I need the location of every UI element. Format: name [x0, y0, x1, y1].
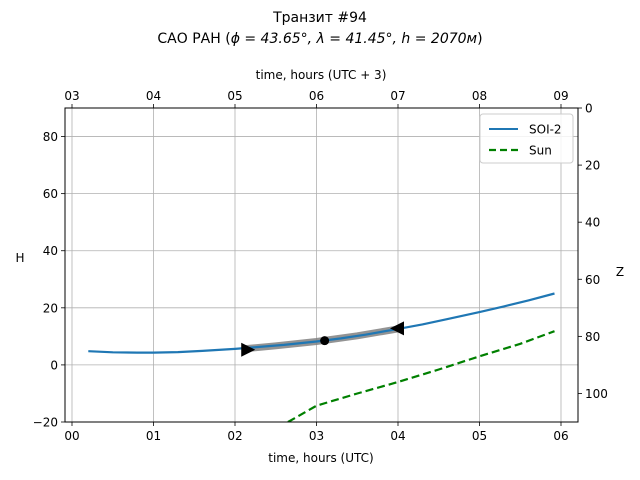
y-tick-label: 40 [43, 244, 58, 258]
x-tick-label: 00 [64, 429, 79, 443]
y-tick-label: 0 [50, 358, 58, 372]
x-axis-top-label: time, hours (UTC + 3) [256, 68, 387, 82]
x-top-tick-label: 05 [227, 89, 242, 103]
y-tick-label: 80 [43, 130, 58, 144]
x-tick-label: 06 [553, 429, 568, 443]
x-top-tick-label: 08 [472, 89, 487, 103]
z-axis-label: Z [616, 265, 624, 279]
x-tick-label: 01 [146, 429, 161, 443]
x-axis-label: time, hours (UTC) [268, 451, 373, 465]
subtitle-coordinates: ϕ = 43.65°, λ = 41.45°, h = 2070м [231, 31, 478, 47]
series-line-soi-2 [88, 292, 555, 354]
marker-transit-mid [320, 336, 330, 346]
legend-label-sun: Sun [529, 144, 552, 158]
z-tick-label: 20 [585, 159, 600, 173]
x-top-tick-label: 04 [146, 89, 161, 103]
marker-transit-start [241, 342, 256, 357]
plot-series-group [88, 292, 555, 422]
chart-subtitle: САО РАН (ϕ = 43.65°, λ = 41.45°, h = 207… [157, 31, 482, 47]
marker-transit-end [390, 321, 404, 336]
series-line-sun [287, 330, 555, 422]
subtitle-suffix: ) [477, 31, 482, 47]
x-top-tick-label: 09 [553, 89, 568, 103]
y-tick-label: −20 [33, 416, 58, 430]
z-tick-label: 40 [585, 216, 600, 230]
z-tick-label: 100 [585, 387, 608, 401]
y-tick-label: 60 [43, 187, 58, 201]
x-tick-label: 04 [390, 429, 405, 443]
axes-frame [64, 107, 579, 423]
subtitle-prefix: САО РАН ( [157, 31, 230, 47]
z-tick-label: 80 [585, 330, 600, 344]
x-top-tick-label: 06 [309, 89, 324, 103]
x-top-tick-label: 03 [64, 89, 79, 103]
x-top-tick-label: 07 [390, 89, 405, 103]
x-tick-label: 02 [227, 429, 242, 443]
x-tick-label: 03 [309, 429, 324, 443]
legend: SOI-2 Sun [479, 113, 574, 164]
axis-ticks: 00 01 02 03 04 05 06 03 04 05 06 07 08 09 −20 0 20 40 60 80… [33, 89, 608, 443]
y-tick-label: 20 [43, 301, 58, 315]
legend-box [479, 113, 574, 164]
plot-area [88, 292, 555, 422]
z-tick-label: 60 [585, 273, 600, 287]
legend-label-soi-2: SOI-2 [529, 123, 562, 137]
y-axis-label: H [15, 251, 24, 265]
x-tick-label: 05 [472, 429, 487, 443]
z-tick-label: 0 [585, 102, 593, 116]
chart-title: Транзит #94 [272, 10, 367, 26]
